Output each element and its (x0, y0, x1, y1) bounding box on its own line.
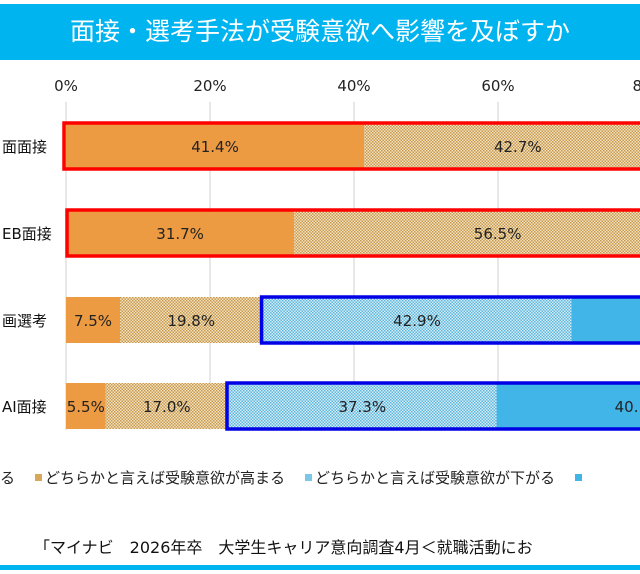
bar-segment (571, 297, 640, 343)
data-label: 7.5% (74, 312, 112, 330)
legend-label: どちらかと言えば受験意欲が下がる (315, 469, 556, 487)
category-label: 画選考 (2, 312, 47, 330)
bar-segment (228, 383, 497, 429)
bar-segment (294, 210, 640, 256)
bar-segment (66, 210, 295, 256)
x-tick-label: 60% (481, 77, 514, 95)
chart-title: 面接・選考手法が受験意欲へ影響を及ぼすか (0, 4, 640, 60)
bar-segment (66, 383, 106, 429)
data-label: 31.7% (156, 225, 204, 243)
category-label: AI面接 (2, 398, 47, 416)
x-tick-label: 0% (54, 77, 78, 95)
bar-segment (364, 123, 640, 169)
bar-segment (105, 383, 228, 429)
bar-segment (66, 297, 120, 343)
x-tick-label: 40% (337, 77, 370, 95)
x-tick-label: 80 (632, 77, 640, 95)
bar-segment (262, 297, 572, 343)
legend-swatch (35, 474, 43, 481)
data-label: 17.0% (143, 398, 191, 416)
legend-label: どちらかと言えば受験意欲が高まる (45, 469, 286, 487)
highlight-border (62, 121, 640, 171)
source-note: 「マイナビ 2026年卒 大学生キャリア意向調査4月＜就職活動にお (34, 538, 533, 557)
x-tick-label: 20% (193, 77, 226, 95)
data-label: 41.4% (191, 138, 239, 156)
legend-swatch (305, 474, 313, 481)
data-label: 37.3% (338, 398, 386, 416)
stacked-bar-chart: 0% 20% 40% 60% 80 面面接 41.4% 42.7% EB面接 31.7% 56.5%… (2, 77, 640, 431)
data-label: 5.5% (67, 398, 105, 416)
bar-segment (120, 297, 263, 343)
category-label: EB面接 (2, 225, 52, 243)
highlight-border (259, 295, 640, 345)
bar-segment (66, 123, 365, 169)
bar-segment (496, 383, 640, 429)
data-label: 40. (615, 398, 639, 416)
legend: る どちらかと言えば受験意欲が高まる どちらかと言えば受験意欲が下がる (0, 467, 640, 488)
legend-label: る (0, 469, 16, 487)
bottom-divider (0, 565, 640, 570)
data-label: 42.7% (494, 138, 542, 156)
data-label: 19.8% (167, 312, 215, 330)
category-label: 面面接 (2, 138, 47, 156)
highlight-border (225, 381, 640, 431)
data-label: 42.9% (393, 312, 441, 330)
data-label: 56.5% (474, 225, 522, 243)
highlight-border (65, 208, 640, 258)
legend-swatch (575, 474, 583, 481)
